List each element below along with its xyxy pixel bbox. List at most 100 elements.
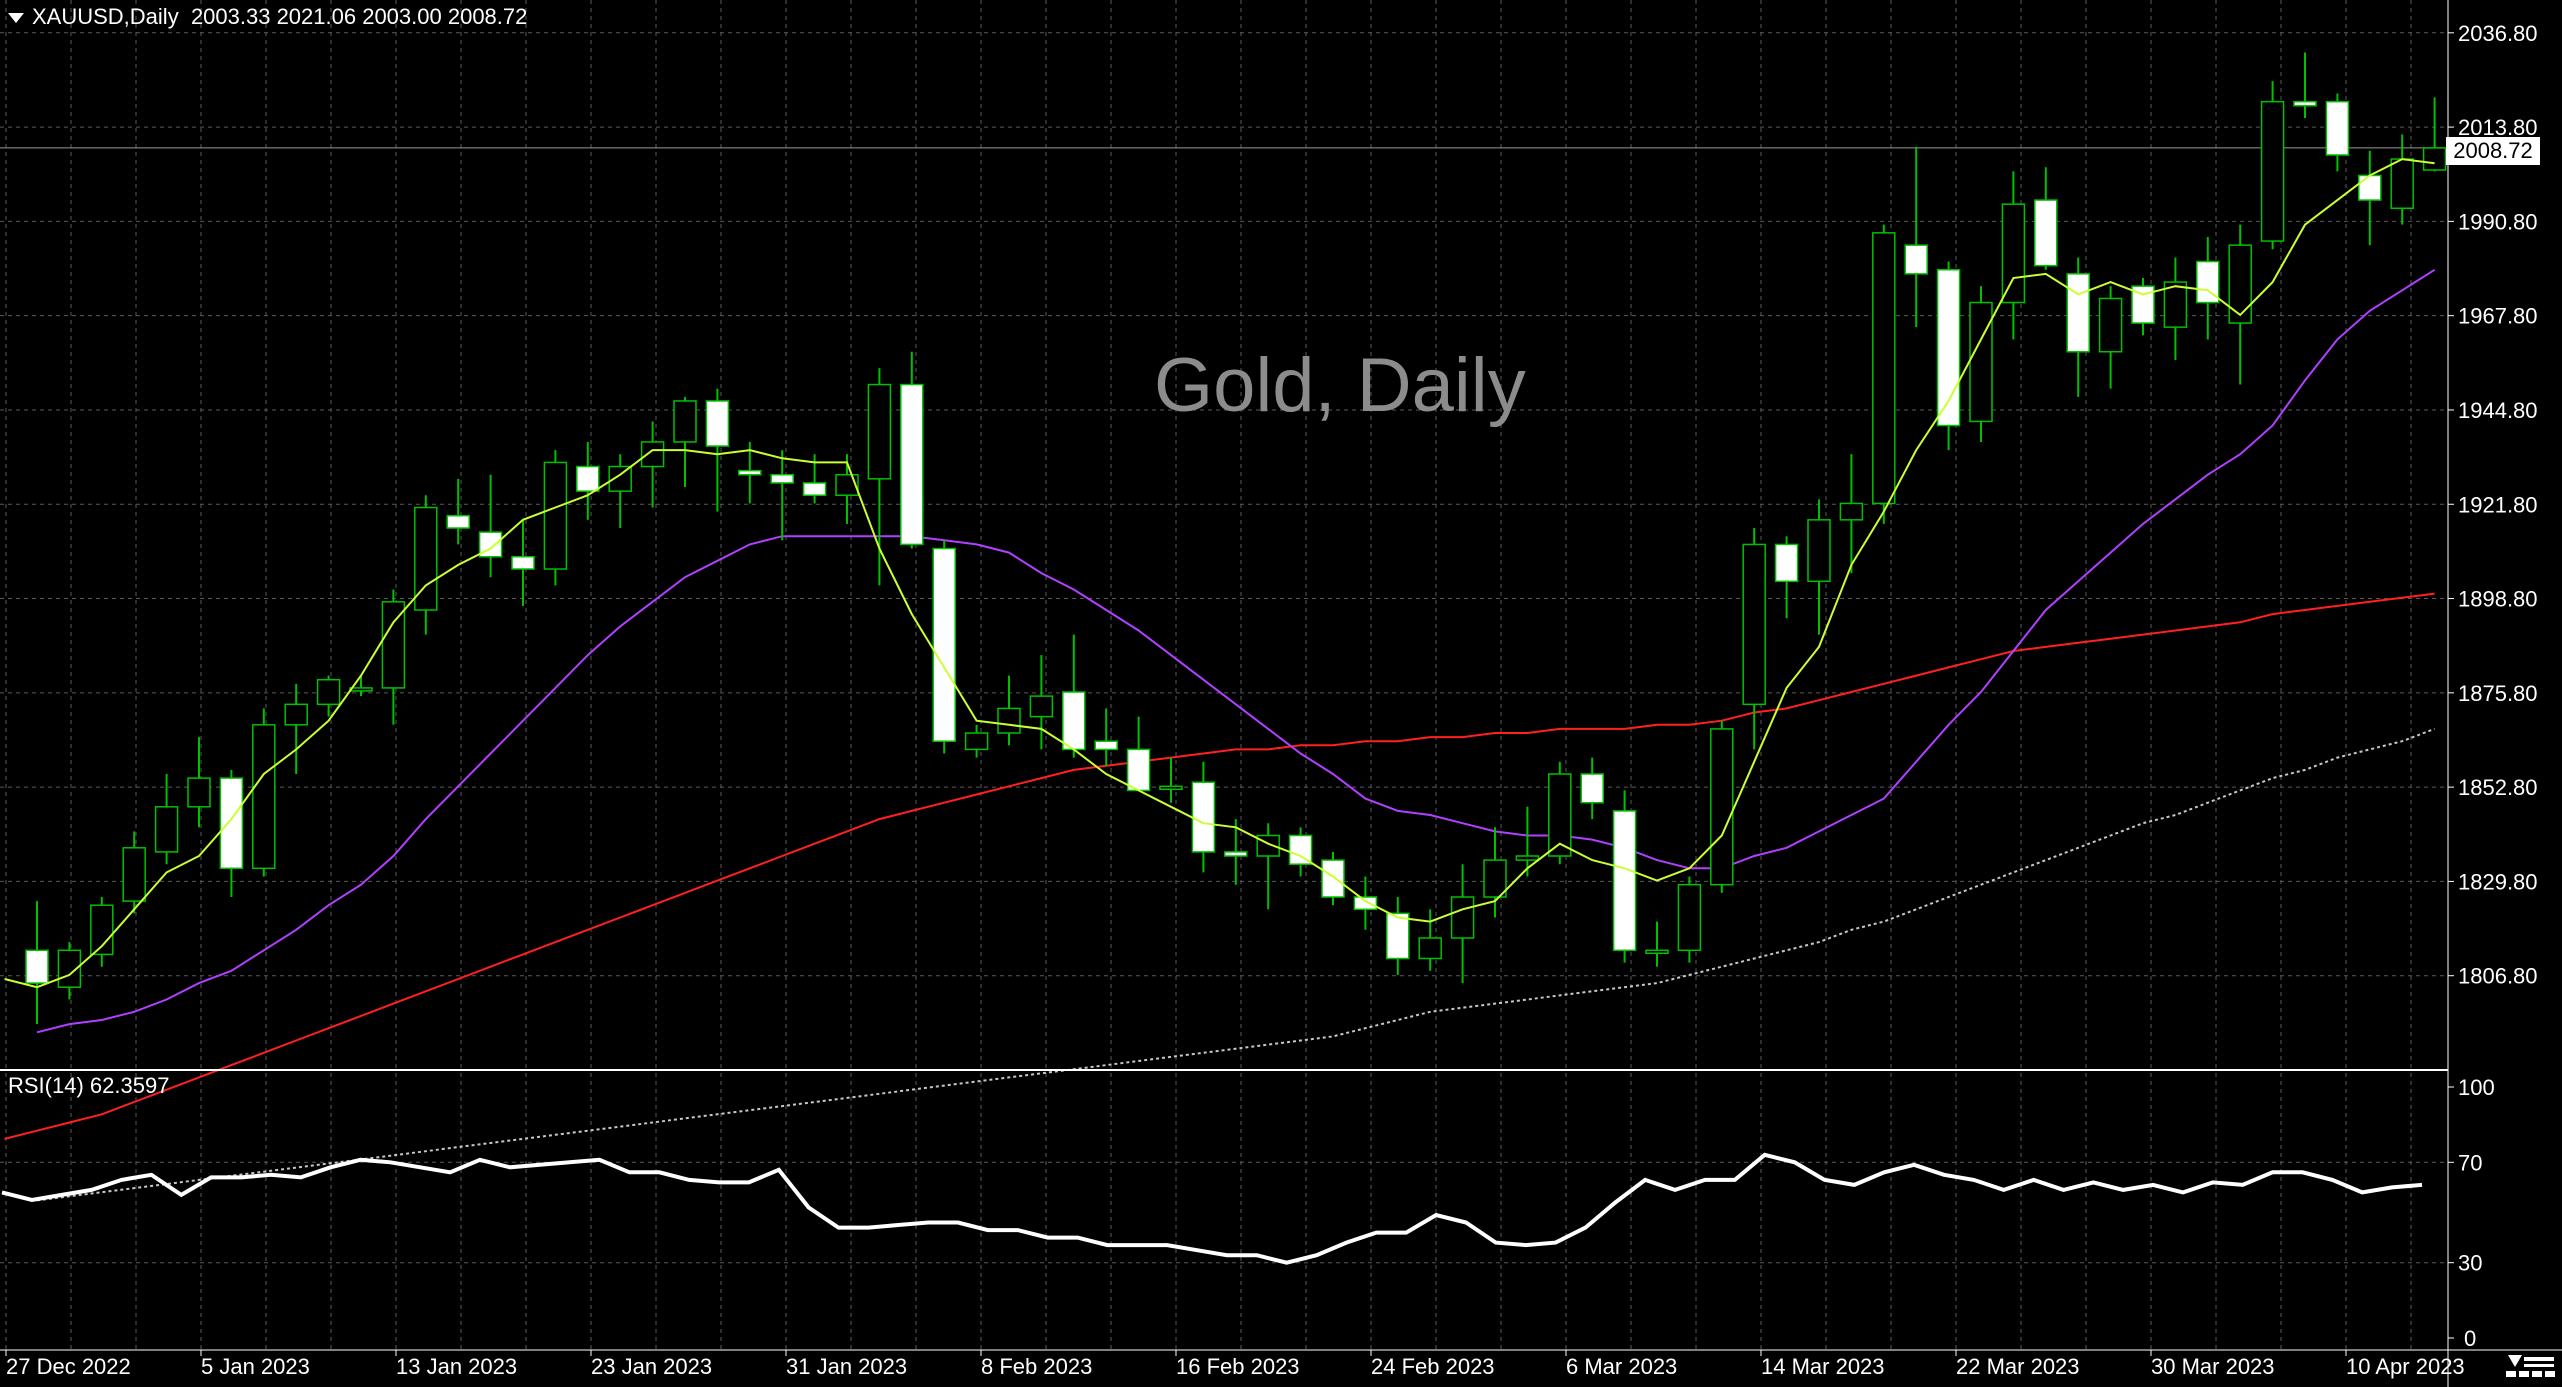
candle — [964, 724, 989, 758]
candle-body — [90, 904, 114, 956]
y-tick-label: 1829.80 — [2458, 869, 2538, 894]
candle-body — [154, 806, 179, 853]
candle — [543, 450, 568, 586]
candle — [2034, 167, 2058, 270]
y-tick-label: 1806.80 — [2458, 964, 2538, 989]
candle-body — [802, 482, 827, 496]
x-tick-label: 6 Mar 2023 — [1566, 1354, 1677, 1379]
candle — [1807, 499, 1831, 635]
candle — [316, 675, 341, 717]
candle-body — [1807, 519, 1831, 583]
candle — [867, 368, 892, 586]
candle-body — [414, 506, 438, 611]
candle — [1839, 454, 1864, 574]
x-tick-label: 24 Feb 2023 — [1371, 1354, 1495, 1379]
candle — [1288, 827, 1313, 877]
candle — [2098, 286, 2123, 389]
moving-average-long — [36, 727, 2435, 1202]
current-price-label: 2008.72 — [2446, 137, 2540, 165]
candle-body — [673, 400, 697, 443]
candle-body — [1062, 691, 1086, 751]
candle — [2390, 134, 2414, 225]
candle — [1126, 716, 1151, 792]
candle-body — [219, 777, 244, 870]
candle — [1029, 655, 1054, 750]
candle-body — [1321, 859, 1345, 898]
candle — [1742, 528, 1766, 750]
x-tick-label: 23 Jan 2023 — [591, 1354, 712, 1379]
candle-body — [252, 724, 276, 870]
candle — [997, 675, 1021, 746]
candle-body — [1580, 773, 1604, 804]
candle — [511, 519, 535, 606]
y-tick-label: 2013.80 — [2458, 115, 2538, 140]
y-tick-label: 1875.80 — [2458, 681, 2538, 706]
x-tick-label: 31 Jan 2023 — [786, 1354, 907, 1379]
candle-body — [2293, 100, 2317, 107]
y-tick-label: 1990.80 — [2458, 209, 2538, 234]
candle-body — [1710, 728, 1734, 886]
x-tick-label: 16 Feb 2023 — [1176, 1354, 1300, 1379]
symbol-label: XAUUSD,Daily — [32, 4, 179, 29]
candle — [1224, 819, 1248, 885]
candle — [1159, 757, 1183, 803]
symbol-header: XAUUSD,Daily 2003.33 2021.06 2003.00 200… — [8, 4, 527, 30]
candle — [770, 450, 794, 541]
chart-watermark: Gold, Daily — [1154, 343, 1526, 428]
candle-body — [738, 469, 762, 476]
candle-body — [1904, 244, 1928, 275]
candle — [1191, 761, 1216, 873]
candle — [2131, 277, 2155, 336]
candle-body — [381, 601, 406, 689]
candle-body — [2163, 281, 2188, 328]
candle-body — [1450, 896, 1475, 939]
candle — [932, 540, 956, 754]
candle-body — [1515, 855, 1540, 861]
candle — [1612, 790, 1637, 963]
moving-average-slow — [4, 592, 2435, 1140]
grid-lines — [0, 0, 2448, 1350]
candle-body — [1159, 785, 1183, 791]
candle-body — [1386, 912, 1410, 960]
candle-body — [511, 555, 535, 570]
candle — [1936, 261, 1961, 451]
x-tick-label: 22 Mar 2023 — [1956, 1354, 2080, 1379]
x-tick-label: 27 Dec 2022 — [6, 1354, 131, 1379]
candle-body — [1029, 695, 1054, 718]
candle-body — [835, 473, 859, 496]
candle — [1094, 708, 1118, 766]
candle-body — [2034, 199, 2058, 267]
candle-body — [2001, 203, 2026, 304]
candle-body — [1774, 543, 1799, 583]
candle — [738, 441, 762, 504]
candle — [252, 708, 276, 877]
candle-body — [1191, 781, 1216, 853]
candle — [608, 454, 632, 529]
candle — [25, 901, 49, 1025]
candle — [1386, 896, 1410, 975]
candle — [1710, 720, 1734, 893]
candle-body — [187, 777, 211, 808]
candle-body — [316, 678, 341, 706]
broker-logo — [2502, 1351, 2558, 1381]
dropdown-triangle-icon[interactable] — [8, 13, 24, 24]
candle-body — [2228, 244, 2252, 324]
candle — [478, 474, 503, 578]
rsi-tick-label: 70 — [2458, 1150, 2482, 1175]
candle — [1353, 876, 1378, 930]
candle — [187, 737, 211, 828]
moving-average-mid — [36, 268, 2436, 1034]
candle-body — [1126, 748, 1151, 792]
candle — [57, 942, 82, 1000]
candle-body — [284, 703, 308, 726]
candle-body — [932, 547, 956, 742]
x-tick-label: 30 Mar 2023 — [2151, 1354, 2275, 1379]
candle-body — [1872, 232, 1896, 505]
candle — [1872, 224, 1896, 524]
y-tick-label: 1944.80 — [2458, 398, 2538, 423]
candle — [1645, 921, 1669, 967]
candle — [2293, 52, 2317, 119]
candle — [122, 831, 146, 914]
x-tick-label: 13 Jan 2023 — [396, 1354, 517, 1379]
candle — [1321, 851, 1345, 906]
